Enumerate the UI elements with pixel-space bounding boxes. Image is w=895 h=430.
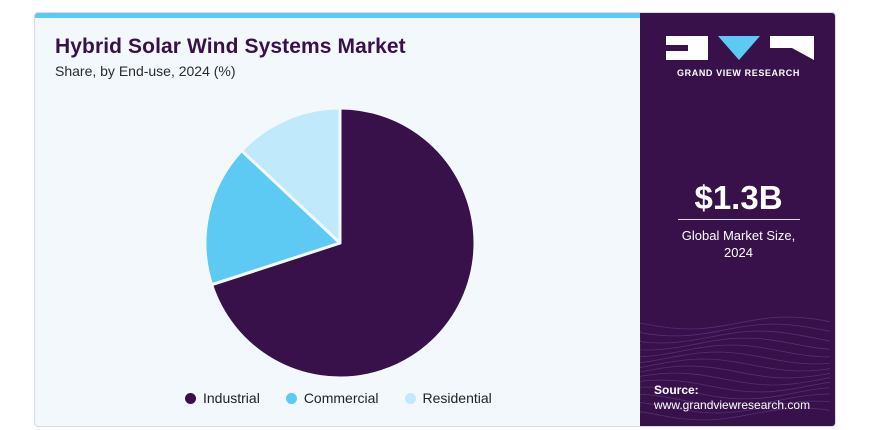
chart-area: Hybrid Solar Wind Systems Market Share, …: [35, 13, 640, 426]
chart-legend: Industrial Commercial Residential: [185, 390, 518, 406]
pie-slice-commercial: [203, 149, 342, 287]
legend-swatch-industrial: [185, 392, 196, 404]
legend-swatch-commercial: [285, 392, 297, 404]
wave-line: [640, 372, 831, 386]
decorative-wave-pattern: [640, 316, 831, 421]
pie-slice-residential: [240, 106, 342, 245]
brand-name: GRAND VIEW RESEARCH: [677, 68, 800, 78]
chart-card: Hybrid Solar Wind Systems Market Share, …: [34, 12, 836, 427]
info-panel: GRAND VIEW RESEARCH $1.3B Global Market …: [640, 13, 835, 426]
wave-line: [640, 316, 831, 330]
wave-line: [640, 407, 831, 421]
legend-item-industrial: Industrial: [185, 390, 260, 406]
kpi-divider: [678, 219, 800, 220]
chart-subtitle: Share, by End-use, 2024 (%): [55, 63, 236, 79]
market-size-label: Global Market Size, 2024: [640, 227, 835, 261]
pie-chart: [203, 106, 477, 380]
source-note: Source: www.grandviewresearch.com: [654, 383, 810, 413]
market-size-label-line2: 2024: [724, 245, 753, 260]
wave-line: [640, 400, 831, 414]
wave-line: [640, 330, 831, 344]
pie-slice-industrial: [210, 106, 477, 380]
wave-line: [640, 386, 831, 400]
legend-label-industrial: Industrial: [203, 390, 260, 406]
market-size-value: $1.3B: [694, 179, 783, 216]
source-link[interactable]: www.grandviewresearch.com: [654, 398, 811, 412]
legend-swatch-residential: [404, 392, 416, 404]
wave-line: [640, 358, 831, 372]
market-size-label-line1: Global Market Size,: [681, 228, 796, 243]
brand-logo-icon: [666, 36, 814, 60]
legend-item-residential: Residential: [404, 390, 492, 406]
wave-line: [640, 365, 831, 379]
accent-bar: [35, 13, 640, 18]
wave-line: [640, 379, 831, 393]
wave-line: [640, 393, 831, 407]
legend-label-residential: Residential: [422, 390, 492, 406]
wave-line: [640, 351, 831, 365]
legend-item-commercial: Commercial: [285, 390, 379, 406]
chart-title: Hybrid Solar Wind Systems Market: [55, 35, 406, 58]
legend-label-commercial: Commercial: [303, 390, 379, 406]
source-label: Source:: [654, 383, 699, 397]
wave-line: [640, 344, 831, 358]
wave-line: [640, 337, 831, 351]
wave-line: [640, 323, 831, 337]
